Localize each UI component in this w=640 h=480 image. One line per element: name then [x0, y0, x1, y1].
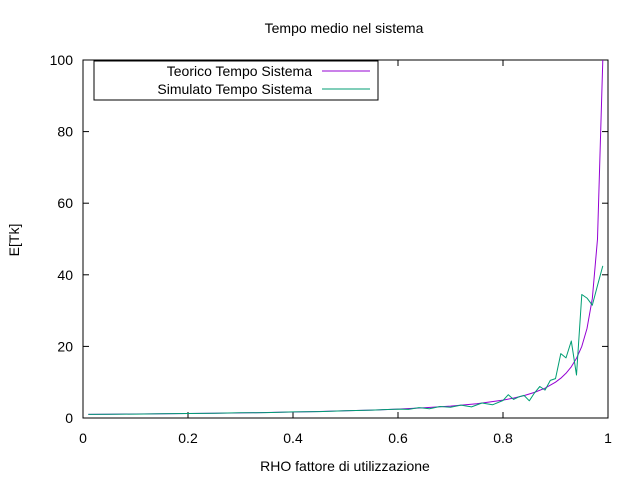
- y-tick-label: 60: [57, 195, 73, 211]
- y-tick-label: 0: [65, 410, 73, 426]
- y-axis-label: E[Tk]: [6, 224, 22, 257]
- series-layer: [88, 59, 604, 415]
- x-tick-label: 0.4: [283, 430, 303, 446]
- y-tick-label: 80: [57, 124, 73, 140]
- x-tick-label: 1: [604, 430, 612, 446]
- y-axis: 0 20 40 60 80 100: [50, 52, 608, 426]
- chart-title: Tempo medio nel sistema: [265, 20, 424, 36]
- x-tick-label: 0.6: [388, 430, 408, 446]
- legend-label-teorico: Teorico Tempo Sistema: [167, 63, 312, 79]
- x-tick-label: 0: [79, 430, 87, 446]
- legend-label-simulato: Simulato Tempo Sistema: [157, 81, 312, 97]
- series-line-teorico: [88, 59, 604, 415]
- y-tick-label: 100: [50, 52, 74, 68]
- plot-border: [82, 59, 609, 419]
- x-tick-label: 0.8: [493, 430, 513, 446]
- x-axis-label: RHO fattore di utilizzazione: [260, 458, 430, 474]
- y-tick-label: 40: [57, 267, 73, 283]
- x-tick-label: 0.2: [178, 430, 198, 446]
- x-axis: 0 0.2 0.4 0.6 0.8 1: [79, 60, 612, 446]
- legend: Teorico Tempo Sistema Simulato Tempo Sis…: [93, 60, 379, 101]
- legend-box: [93, 60, 379, 101]
- series-line-simulato: [88, 265, 604, 415]
- y-tick-label: 20: [57, 338, 73, 354]
